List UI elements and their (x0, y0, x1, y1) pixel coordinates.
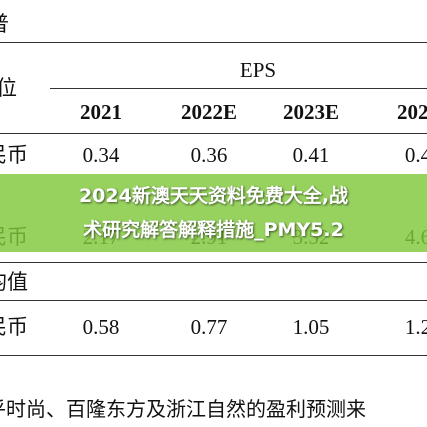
rule (0, 355, 427, 356)
column-header: 2023E (282, 100, 340, 124)
cell: 1.2 (404, 315, 427, 339)
cell: 0.4 (404, 143, 427, 167)
rule (0, 42, 427, 43)
cell: 1.05 (292, 315, 330, 339)
column-header: 2021 (80, 100, 122, 124)
cell: 0.77 (190, 315, 228, 339)
banner: 2024新澳天天资料免费大全,战 术研究解答解释措施_PMY5.2 (0, 174, 427, 252)
row-label: 民币 (0, 315, 28, 339)
footer-text: 乎时尚、百隆东方及浙江自然的盈利预测来 (0, 399, 366, 421)
cell: 0.34 (82, 143, 120, 167)
row-label: 均值 (0, 270, 28, 294)
rule (0, 300, 427, 301)
corner-text: 普 (0, 12, 9, 36)
banner-line: 2024新澳天天资料免费大全,战 (78, 185, 349, 207)
rule (50, 88, 427, 89)
banner-line: 术研究解答解释措施_PMY5.2 (83, 219, 344, 241)
row-label: 民币 (0, 143, 28, 167)
rule (0, 133, 427, 134)
cell: 0.41 (292, 143, 330, 167)
group-header: EPS (239, 58, 277, 82)
cell: 0.36 (190, 143, 228, 167)
column-header: 2024 (397, 100, 427, 124)
column-header: 2022E (180, 100, 238, 124)
unit-label: 位 (0, 76, 17, 100)
cell: 0.58 (82, 315, 120, 339)
rule (0, 262, 427, 263)
